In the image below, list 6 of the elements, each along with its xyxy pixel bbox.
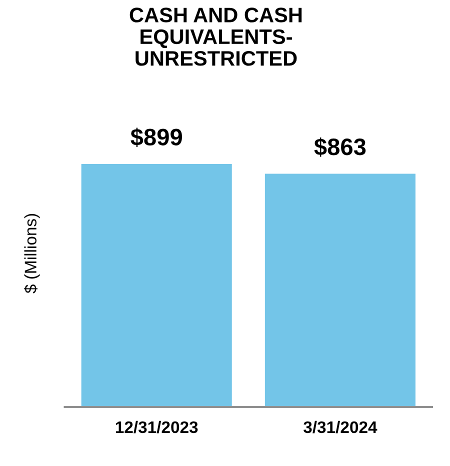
y-axis-title: $ (Millions) [24,214,40,294]
data-label: $899 [130,128,182,147]
data-label: $863 [314,137,366,157]
chart-title: CASH AND CASH EQUIVALENTS- UNRESTRICTED [130,8,302,66]
x-tick-label: 3/31/2024 [304,420,378,434]
x-tick-label: 12/31/2023 [116,420,198,434]
